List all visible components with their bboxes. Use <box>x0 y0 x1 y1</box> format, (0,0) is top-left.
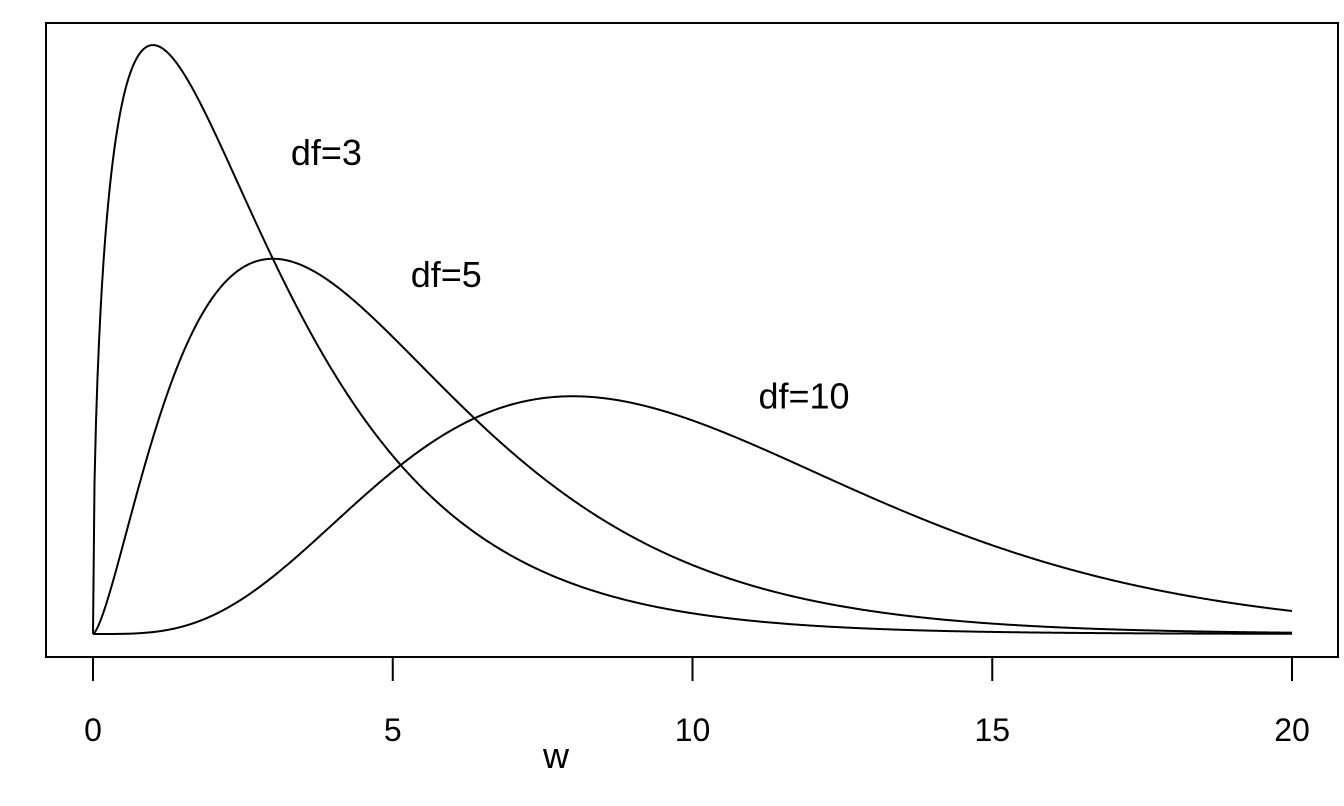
curve-df-3 <box>92 44 1292 635</box>
curve-label: df=10 <box>758 375 849 416</box>
curve-label: df=3 <box>291 132 362 173</box>
curve-label: df=5 <box>411 254 482 295</box>
x-axis: 0 5 10 15 20 <box>84 658 1310 748</box>
x-tick-label: 20 <box>1274 712 1310 748</box>
curve-df-10 <box>93 395 1293 635</box>
curve-annotations: df=3 df=5 df=10 <box>291 132 850 416</box>
x-tick-label: 0 <box>84 712 102 748</box>
curves <box>92 44 1293 635</box>
x-tick-label: 10 <box>675 712 711 748</box>
x-axis-title: w <box>542 735 570 776</box>
x-tick-label: 5 <box>384 712 402 748</box>
curve-df-5 <box>92 257 1293 635</box>
x-tick-label: 15 <box>974 712 1010 748</box>
plot-frame <box>45 22 1339 658</box>
